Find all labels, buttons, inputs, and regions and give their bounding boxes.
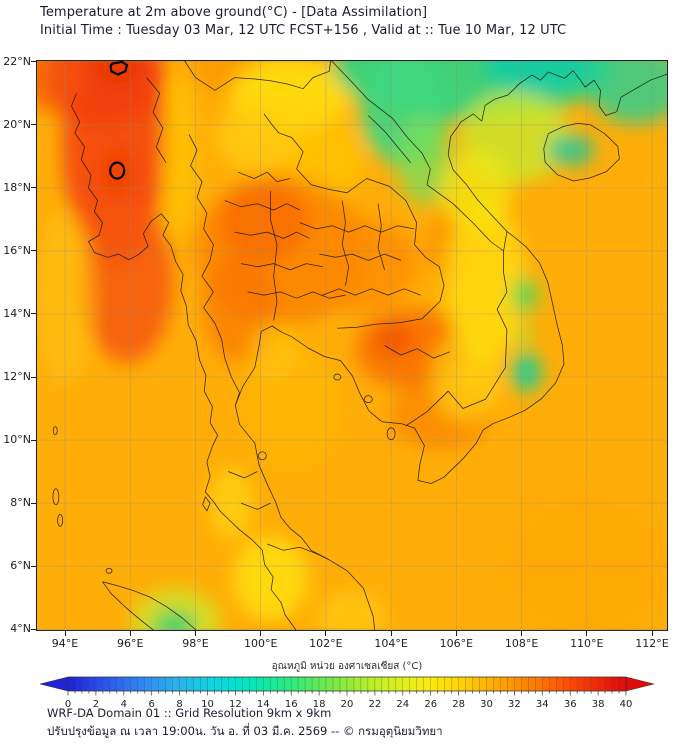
lat-label: 20°N [3, 117, 31, 131]
svg-text:6: 6 [149, 699, 155, 710]
svg-text:20: 20 [341, 699, 354, 710]
colorbar-ticks [67, 691, 627, 696]
lon-label: 100°E [243, 637, 278, 650]
svg-text:2: 2 [93, 699, 99, 710]
boundaries [52, 59, 669, 632]
map-region [21, 7, 676, 658]
svg-text:24: 24 [396, 699, 409, 710]
lon-label: 94°E [51, 637, 79, 650]
lon-tick [260, 631, 262, 636]
page-title: Temperature at 2m above ground(°C) - [Da… [40, 5, 428, 20]
lon-tick [455, 631, 457, 636]
lon-tick [129, 631, 131, 636]
lat-label: 14°N [3, 306, 31, 320]
lat-tick [31, 61, 36, 63]
lat-label: 4°N [10, 622, 31, 636]
colorbar-title: อุณหภูมิ หน่วย องศาเซลเซียส (°C) [271, 661, 423, 672]
lon-label: 106°E [439, 637, 474, 650]
lat-tick [31, 250, 36, 252]
lat-label: 8°N [10, 496, 31, 510]
svg-text:26: 26 [424, 699, 437, 710]
colorbar-right-arrow [625, 676, 654, 692]
svg-text:34: 34 [536, 699, 549, 710]
lon-tick [194, 631, 196, 636]
colorbar-tick-labels: 0 2 4 6 8 10 12 14 16 18 20 22 24 26 28 30 32 34 36 38 40 [65, 699, 633, 710]
lon-tick [586, 631, 588, 636]
lat-label: 6°N [10, 559, 31, 573]
lat-label: 16°N [3, 243, 31, 257]
svg-text:28: 28 [452, 699, 465, 710]
highlight-contours [109, 60, 129, 180]
svg-text:12: 12 [229, 699, 242, 710]
svg-text:0: 0 [65, 699, 71, 710]
svg-text:8: 8 [176, 699, 182, 710]
lon-label: 96°E [117, 637, 144, 650]
footer-update-info: ปรับปรุงข้อมูล ณ เวลา 19:00น. วัน อ. ที่… [47, 724, 443, 738]
lat-tick [31, 187, 36, 189]
colorbar-left-arrow [40, 676, 69, 692]
svg-text:22: 22 [369, 699, 382, 710]
svg-text:16: 16 [285, 699, 298, 710]
lon-label: 102°E [309, 637, 343, 650]
svg-text:32: 32 [508, 699, 521, 710]
lon-tick [390, 631, 392, 636]
lat-tick [31, 439, 36, 441]
svg-text:36: 36 [564, 699, 577, 710]
svg-text:30: 30 [480, 699, 493, 710]
lon-label: 110°E [570, 637, 604, 650]
footer-domain-info: WRF-DA Domain 01 :: Grid Resolution 9km … [47, 706, 332, 720]
lon-label: 98°E [182, 637, 209, 650]
map-canvas [21, 7, 676, 658]
lat-tick [31, 313, 36, 315]
lon-label: 112°E [635, 637, 669, 650]
lon-tick [325, 631, 327, 636]
lat-tick [31, 376, 36, 378]
lon-label: 108°E [504, 637, 539, 650]
lat-tick [31, 124, 36, 126]
colorbar-canvas: 0 2 4 6 8 10 12 14 16 18 20 22 24 26 28 30 32 34 36 38 40 [40, 676, 654, 710]
page-subtitle: Initial Time : Tuesday 03 Mar, 12 UTC FC… [40, 23, 567, 38]
lat-label: 12°N [3, 370, 31, 383]
lon-tick [521, 631, 523, 636]
svg-text:18: 18 [313, 699, 326, 710]
graticule [36, 60, 668, 631]
colorbar-cells [67, 676, 627, 692]
lat-label: 10°N [3, 433, 31, 447]
svg-text:10: 10 [201, 699, 214, 710]
svg-text:14: 14 [257, 699, 270, 710]
svg-text:38: 38 [592, 699, 605, 710]
map-frame [36, 60, 668, 631]
lon-tick [651, 631, 653, 636]
lat-tick [31, 502, 36, 504]
lat-tick [31, 565, 36, 567]
lat-label: 22°N [3, 54, 31, 68]
svg-text:40: 40 [620, 699, 633, 710]
svg-text:4: 4 [121, 699, 127, 710]
lat-tick [31, 628, 36, 630]
lat-label: 18°N [3, 180, 31, 194]
lon-tick [64, 631, 66, 636]
lon-label: 104°E [374, 637, 408, 650]
